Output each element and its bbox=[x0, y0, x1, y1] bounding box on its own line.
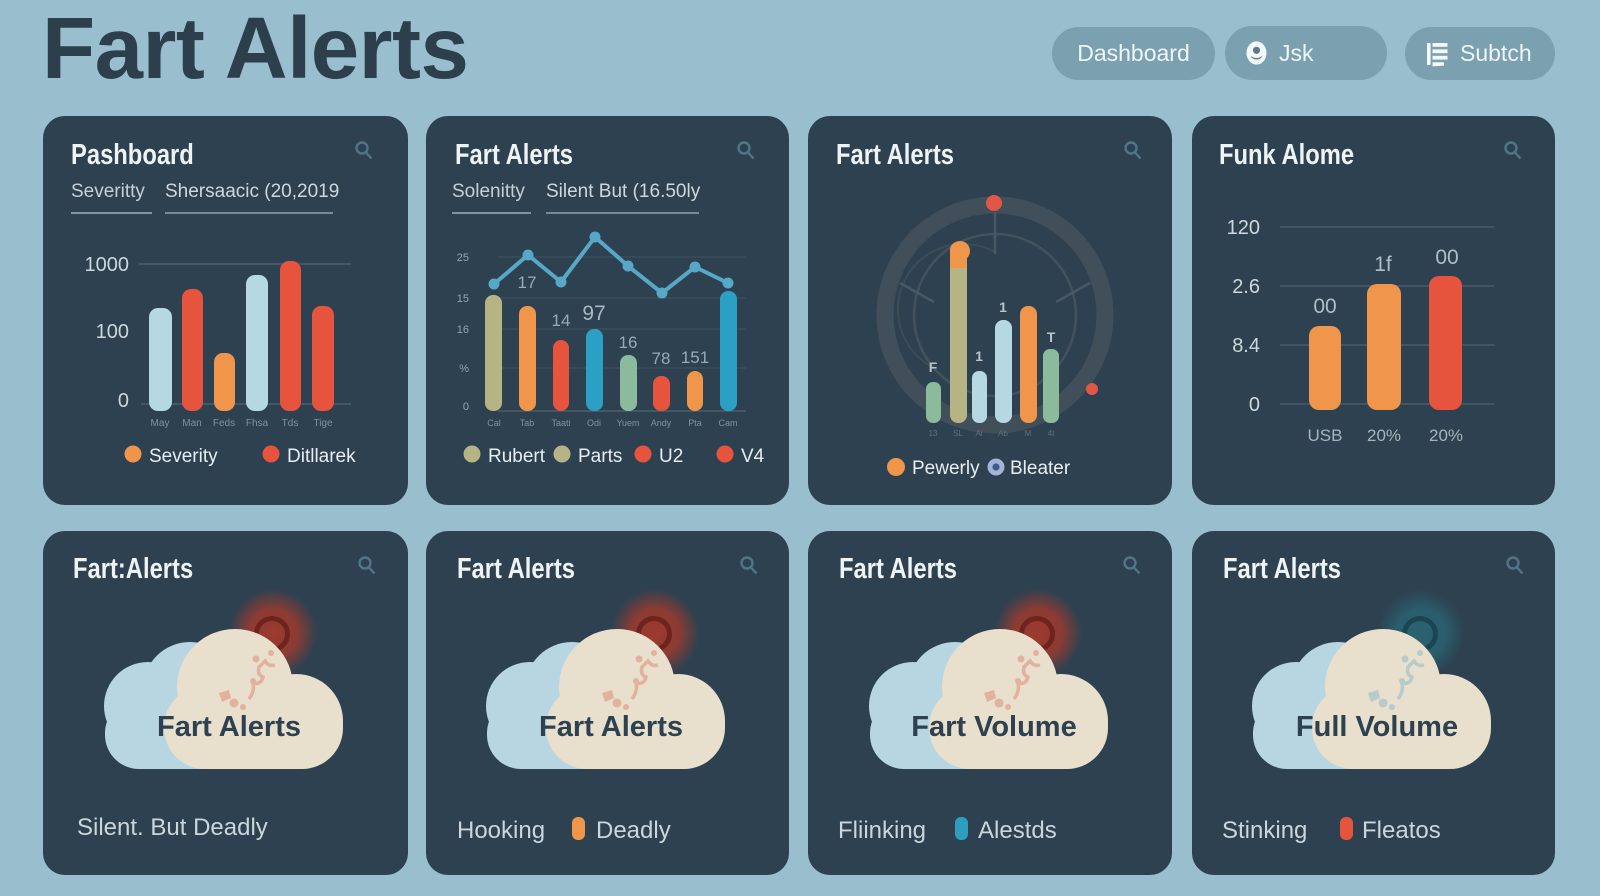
svg-text:Deadly: Deadly bbox=[596, 817, 671, 844]
svg-text:1f: 1f bbox=[1374, 253, 1392, 276]
svg-text:1: 1 bbox=[975, 348, 983, 364]
svg-text:Fart Volume: Fart Volume bbox=[911, 711, 1076, 743]
svg-text:Tige: Tige bbox=[313, 418, 333, 429]
svg-text:Ditllarek: Ditllarek bbox=[287, 446, 356, 467]
svg-text:20%: 20% bbox=[1367, 426, 1401, 445]
svg-text:U2: U2 bbox=[659, 446, 683, 467]
svg-text:Full Volume: Full Volume bbox=[1296, 711, 1458, 743]
svg-text:Fart Alerts: Fart Alerts bbox=[457, 552, 575, 585]
svg-text:Hooking: Hooking bbox=[457, 817, 545, 844]
svg-text:Ai: Ai bbox=[975, 429, 982, 438]
svg-text:Fleatos: Fleatos bbox=[1362, 817, 1441, 844]
svg-text:120: 120 bbox=[1227, 217, 1260, 239]
svg-text:Severitty: Severitty bbox=[71, 181, 145, 202]
svg-text:Fart:Alerts: Fart:Alerts bbox=[73, 552, 193, 585]
svg-text:Silent But (16.50ly: Silent But (16.50ly bbox=[546, 181, 701, 202]
svg-text:Bleater: Bleater bbox=[1010, 458, 1071, 479]
svg-text:Rubert: Rubert bbox=[488, 446, 546, 467]
svg-text:Tds: Tds bbox=[282, 418, 299, 429]
svg-text:Ab: Ab bbox=[998, 429, 1008, 438]
svg-text:Fart Alerts: Fart Alerts bbox=[455, 138, 573, 171]
svg-text:Cal: Cal bbox=[487, 418, 501, 428]
svg-text:Tab: Tab bbox=[520, 418, 535, 428]
svg-text:Fliinking: Fliinking bbox=[838, 817, 926, 844]
svg-text:Pta: Pta bbox=[688, 418, 702, 428]
svg-text:F: F bbox=[929, 359, 938, 375]
svg-text:Fart Alerts: Fart Alerts bbox=[1223, 552, 1341, 585]
svg-text:1000: 1000 bbox=[85, 254, 130, 276]
svg-text:Yuem: Yuem bbox=[616, 418, 639, 428]
svg-text:0: 0 bbox=[463, 401, 469, 413]
svg-text:Odi: Odi bbox=[587, 418, 601, 428]
svg-text:Parts: Parts bbox=[578, 446, 622, 467]
svg-text:1: 1 bbox=[999, 299, 1007, 315]
svg-text:Shersaacic (20,2019: Shersaacic (20,2019 bbox=[165, 181, 339, 202]
svg-text:May: May bbox=[151, 418, 170, 429]
svg-text:Man: Man bbox=[182, 418, 201, 429]
svg-text:2.6: 2.6 bbox=[1232, 276, 1260, 298]
svg-text:Feds: Feds bbox=[213, 418, 235, 429]
svg-text:100: 100 bbox=[96, 321, 129, 343]
svg-text:0: 0 bbox=[118, 390, 129, 412]
svg-text:%: % bbox=[459, 363, 469, 375]
svg-text:Solenitty: Solenitty bbox=[452, 181, 525, 202]
svg-text:97: 97 bbox=[582, 302, 605, 325]
svg-text:Cam: Cam bbox=[718, 418, 737, 428]
svg-text:Severity: Severity bbox=[149, 446, 218, 467]
svg-text:T: T bbox=[1047, 329, 1056, 345]
svg-text:8.4: 8.4 bbox=[1232, 335, 1260, 357]
svg-text:25: 25 bbox=[457, 252, 469, 264]
svg-text:16: 16 bbox=[619, 333, 638, 352]
svg-text:151: 151 bbox=[681, 348, 709, 367]
svg-text:Fart Alerts: Fart Alerts bbox=[836, 138, 954, 171]
svg-text:Fart Alerts: Fart Alerts bbox=[157, 711, 301, 743]
svg-text:13: 13 bbox=[929, 429, 938, 438]
svg-text:M: M bbox=[1025, 429, 1032, 438]
svg-text:Pashboard: Pashboard bbox=[71, 138, 194, 171]
svg-text:15: 15 bbox=[457, 293, 469, 305]
svg-text:V4: V4 bbox=[741, 446, 765, 467]
svg-text:Funk Alome: Funk Alome bbox=[1219, 138, 1354, 171]
svg-text:17: 17 bbox=[518, 273, 537, 292]
svg-text:Fart Alerts: Fart Alerts bbox=[839, 552, 957, 585]
svg-text:Stinking: Stinking bbox=[1222, 817, 1307, 844]
svg-text:Taati: Taati bbox=[551, 418, 570, 428]
svg-text:20%: 20% bbox=[1429, 426, 1463, 445]
svg-text:Andy: Andy bbox=[651, 418, 672, 428]
svg-text:SL: SL bbox=[953, 429, 963, 438]
svg-text:USB: USB bbox=[1308, 426, 1343, 445]
svg-text:Fart Alerts: Fart Alerts bbox=[539, 711, 683, 743]
svg-text:Silent. But Deadly: Silent. But Deadly bbox=[77, 814, 268, 841]
svg-text:00: 00 bbox=[1313, 295, 1336, 318]
svg-text:00: 00 bbox=[1435, 246, 1458, 269]
svg-text:Pewerly: Pewerly bbox=[912, 458, 980, 479]
svg-text:14: 14 bbox=[552, 311, 571, 330]
svg-text:Alestds: Alestds bbox=[978, 817, 1057, 844]
svg-text:Fhsa: Fhsa bbox=[246, 418, 269, 429]
svg-text:0: 0 bbox=[1249, 394, 1260, 416]
svg-text:4t: 4t bbox=[1048, 429, 1055, 438]
svg-text:16: 16 bbox=[457, 324, 469, 336]
svg-text:78: 78 bbox=[652, 349, 671, 368]
